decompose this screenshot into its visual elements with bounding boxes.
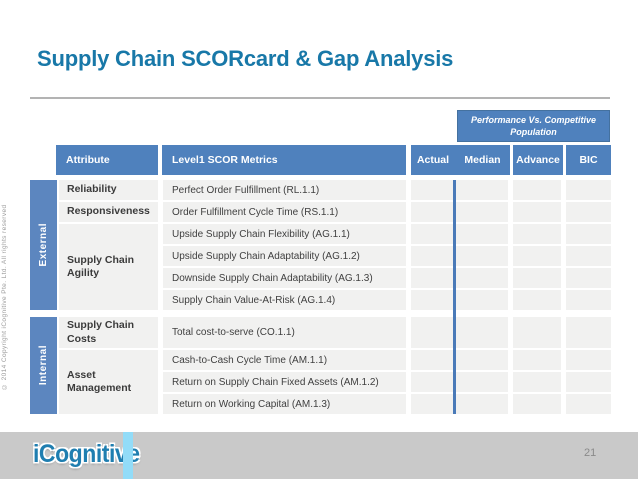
actual-value-cell	[411, 202, 453, 222]
median-value-cell	[456, 268, 508, 288]
bic-value-cell	[566, 202, 611, 222]
title-divider	[30, 97, 610, 99]
group-bar-external: External	[30, 180, 57, 310]
column-header-metrics: Level1 SCOR Metrics	[162, 145, 406, 175]
metric-cell: Return on Supply Chain Fixed Assets (AM.…	[163, 372, 406, 392]
column-header-actual-median: Actual Median	[411, 145, 510, 175]
page-number: 21	[584, 447, 597, 459]
median-value-cell	[456, 180, 508, 200]
actual-value-cell	[411, 350, 453, 370]
column-header-advance: Advance	[513, 145, 563, 175]
attribute-cell-asset-management: Asset Management	[59, 350, 158, 414]
metric-cell: Supply Chain Value-At-Risk (AG.1.4)	[163, 290, 406, 310]
median-value-cell	[456, 224, 508, 244]
table-row: Total cost-to-serve (CO.1.1)	[0, 317, 638, 348]
bic-value-cell	[566, 290, 611, 310]
column-header-bic: BIC	[566, 145, 611, 175]
metric-cell: Total cost-to-serve (CO.1.1)	[163, 317, 406, 348]
column-header-median: Median	[464, 154, 501, 166]
table-row: Supply Chain Value-At-Risk (AG.1.4)	[0, 290, 638, 310]
attribute-cell-responsiveness: Responsiveness	[59, 202, 158, 222]
advance-value-cell	[513, 290, 561, 310]
metric-cell: Return on Working Capital (AM.1.3)	[163, 394, 406, 414]
advance-value-cell	[513, 224, 561, 244]
bic-value-cell	[566, 268, 611, 288]
median-value-cell	[456, 350, 508, 370]
actual-value-cell	[411, 246, 453, 266]
footer-bar: iCognitive 21	[0, 432, 638, 479]
icognitive-logo: iCognitive	[33, 440, 140, 468]
table-row: Return on Working Capital (AM.1.3)	[0, 394, 638, 414]
table-row: Upside Supply Chain Flexibility (AG.1.1)	[0, 224, 638, 244]
group-bar-internal: Internal	[30, 317, 57, 414]
table-row: Upside Supply Chain Adaptability (AG.1.2…	[0, 246, 638, 266]
advance-value-cell	[513, 317, 561, 348]
median-value-cell	[456, 372, 508, 392]
table-row: Perfect Order Fulfillment (RL.1.1)	[0, 180, 638, 200]
median-value-cell	[456, 394, 508, 414]
median-value-cell	[456, 202, 508, 222]
median-value-cell	[456, 246, 508, 266]
metric-cell: Upside Supply Chain Flexibility (AG.1.1)	[163, 224, 406, 244]
metric-cell: Cash-to-Cash Cycle Time (AM.1.1)	[163, 350, 406, 370]
actual-value-cell	[411, 394, 453, 414]
actual-median-divider-line	[453, 180, 456, 414]
attribute-cell-reliability: Reliability	[59, 180, 158, 200]
bic-value-cell	[566, 350, 611, 370]
advance-value-cell	[513, 350, 561, 370]
actual-value-cell	[411, 224, 453, 244]
column-header-attribute: Attribute	[56, 145, 158, 175]
median-value-cell	[456, 290, 508, 310]
page-title: Supply Chain SCORcard & Gap Analysis	[37, 46, 454, 71]
bic-value-cell	[566, 246, 611, 266]
actual-value-cell	[411, 372, 453, 392]
table-row: Downside Supply Chain Adaptability (AG.1…	[0, 268, 638, 288]
attribute-cell-supply-chain-costs: Supply Chain Costs	[59, 317, 158, 348]
bic-value-cell	[566, 394, 611, 414]
table-row: Cash-to-Cash Cycle Time (AM.1.1)	[0, 350, 638, 370]
attribute-cell-supply-chain-agility: Supply Chain Agility	[59, 224, 158, 310]
footer-accent-stripe	[123, 432, 133, 479]
actual-value-cell	[411, 290, 453, 310]
metric-cell: Upside Supply Chain Adaptability (AG.1.2…	[163, 246, 406, 266]
advance-value-cell	[513, 394, 561, 414]
median-value-cell	[456, 317, 508, 348]
metric-cell: Downside Supply Chain Adaptability (AG.1…	[163, 268, 406, 288]
actual-value-cell	[411, 317, 453, 348]
metric-cell: Order Fulfillment Cycle Time (RS.1.1)	[163, 202, 406, 222]
advance-value-cell	[513, 372, 561, 392]
advance-value-cell	[513, 268, 561, 288]
column-header-actual: Actual	[416, 154, 450, 166]
advance-value-cell	[513, 246, 561, 266]
advance-value-cell	[513, 202, 561, 222]
advance-value-cell	[513, 180, 561, 200]
actual-value-cell	[411, 268, 453, 288]
performance-population-header: Performance Vs. Competitive Population	[457, 110, 610, 142]
bic-value-cell	[566, 372, 611, 392]
bic-value-cell	[566, 317, 611, 348]
bic-value-cell	[566, 180, 611, 200]
table-row: Order Fulfillment Cycle Time (RS.1.1)	[0, 202, 638, 222]
table-row: Return on Supply Chain Fixed Assets (AM.…	[0, 372, 638, 392]
bic-value-cell	[566, 224, 611, 244]
actual-value-cell	[411, 180, 453, 200]
metric-cell: Perfect Order Fulfillment (RL.1.1)	[163, 180, 406, 200]
